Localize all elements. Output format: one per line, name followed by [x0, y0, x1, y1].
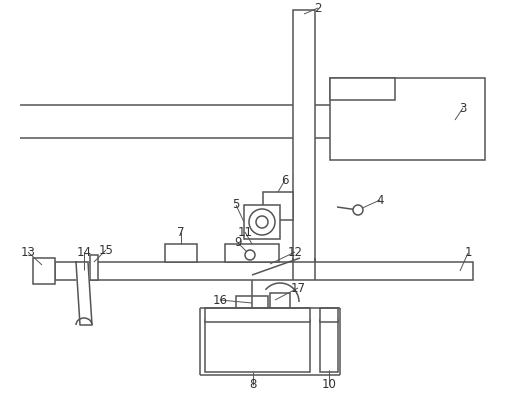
Text: 10: 10 — [321, 379, 337, 391]
Text: 5: 5 — [232, 198, 240, 211]
Bar — [205, 308, 310, 322]
Text: 14: 14 — [77, 245, 91, 259]
Bar — [165, 244, 197, 262]
Circle shape — [249, 209, 275, 235]
Text: 8: 8 — [249, 379, 257, 391]
Text: 6: 6 — [281, 174, 289, 186]
Text: 12: 12 — [287, 245, 303, 259]
Text: 9: 9 — [234, 237, 242, 249]
Text: 15: 15 — [98, 243, 114, 257]
Text: 4: 4 — [376, 194, 384, 207]
Text: 1: 1 — [464, 247, 472, 259]
Text: 3: 3 — [459, 101, 466, 115]
Text: 7: 7 — [177, 225, 185, 239]
Bar — [90, 255, 98, 280]
Bar — [263, 192, 293, 220]
Bar — [330, 78, 485, 160]
Bar — [33, 258, 55, 284]
Text: 16: 16 — [212, 294, 228, 306]
Bar — [320, 320, 338, 372]
Bar — [244, 205, 280, 239]
Text: 13: 13 — [21, 245, 35, 259]
Bar — [293, 10, 315, 268]
Bar — [205, 320, 310, 372]
Circle shape — [245, 250, 255, 260]
Text: 17: 17 — [291, 282, 306, 294]
Bar — [320, 308, 338, 322]
Text: 2: 2 — [314, 2, 322, 14]
Bar — [330, 78, 395, 100]
Bar — [236, 296, 268, 310]
Bar — [270, 293, 290, 309]
Polygon shape — [76, 262, 92, 325]
Text: 11: 11 — [237, 225, 252, 239]
Bar — [55, 262, 473, 280]
Circle shape — [256, 216, 268, 228]
Circle shape — [353, 205, 363, 215]
Bar — [225, 244, 279, 262]
